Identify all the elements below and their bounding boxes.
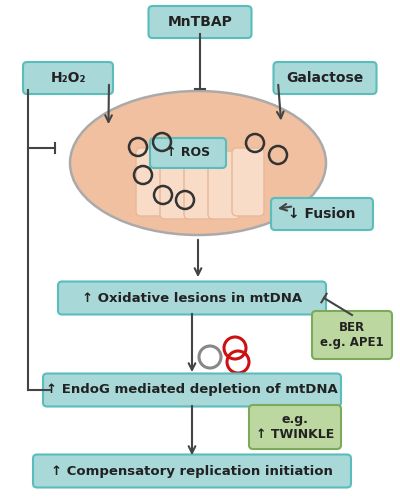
Text: MnTBAP: MnTBAP (168, 15, 232, 29)
Text: H₂O₂: H₂O₂ (50, 71, 86, 85)
FancyBboxPatch shape (312, 311, 392, 359)
FancyBboxPatch shape (33, 455, 351, 487)
Text: ↑ Compensatory replication initiation: ↑ Compensatory replication initiation (51, 465, 333, 477)
FancyBboxPatch shape (136, 148, 168, 216)
FancyBboxPatch shape (232, 148, 264, 216)
Text: Galactose: Galactose (286, 71, 364, 85)
FancyBboxPatch shape (150, 138, 226, 168)
FancyBboxPatch shape (249, 405, 341, 449)
FancyBboxPatch shape (271, 198, 373, 230)
FancyBboxPatch shape (23, 62, 113, 94)
FancyBboxPatch shape (184, 151, 216, 219)
FancyBboxPatch shape (148, 6, 252, 38)
FancyBboxPatch shape (160, 151, 192, 219)
FancyBboxPatch shape (58, 282, 326, 314)
Text: e.g.
↑ TWINKLE: e.g. ↑ TWINKLE (256, 413, 334, 441)
Text: ↑ EndoG mediated depletion of mtDNA: ↑ EndoG mediated depletion of mtDNA (46, 384, 338, 397)
Text: ↓ Fusion: ↓ Fusion (288, 207, 356, 221)
FancyBboxPatch shape (43, 373, 341, 407)
FancyBboxPatch shape (208, 151, 240, 219)
Ellipse shape (70, 91, 326, 235)
Text: ↑ ROS: ↑ ROS (166, 147, 210, 159)
FancyBboxPatch shape (274, 62, 376, 94)
Text: BER
e.g. APE1: BER e.g. APE1 (320, 321, 384, 349)
Text: ↑ Oxidative lesions in mtDNA: ↑ Oxidative lesions in mtDNA (82, 291, 302, 304)
